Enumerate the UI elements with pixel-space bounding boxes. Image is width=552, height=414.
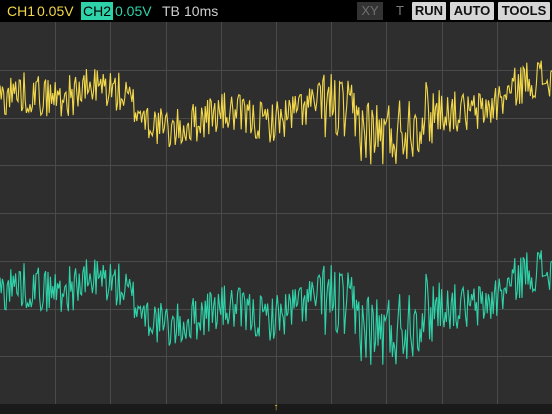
timebase-label[interactable]: TB: [162, 3, 180, 19]
ch1-waveform: [0, 60, 552, 165]
ch2-scale[interactable]: 0.05V: [115, 3, 152, 19]
ch1-label[interactable]: CH1: [7, 3, 36, 19]
bottom-bar: [0, 404, 552, 414]
waveform-display: [0, 22, 552, 404]
ch2-label[interactable]: CH2: [81, 2, 114, 20]
auto-button[interactable]: AUTO: [450, 2, 494, 20]
xy-mode-button[interactable]: XY: [357, 2, 383, 20]
run-button[interactable]: RUN: [412, 2, 446, 20]
ch2-waveform: [0, 250, 552, 365]
trigger-button[interactable]: T: [396, 3, 404, 18]
tools-button[interactable]: TOOLS: [498, 2, 550, 20]
top-toolbar: CH1 0.05V CH2 0.05V TB 10ms XY T RUN AUT…: [0, 0, 552, 22]
ch1-scale[interactable]: 0.05V: [37, 3, 74, 19]
trigger-position-marker[interactable]: ↑: [273, 402, 279, 413]
timebase-value[interactable]: 10ms: [184, 3, 219, 19]
